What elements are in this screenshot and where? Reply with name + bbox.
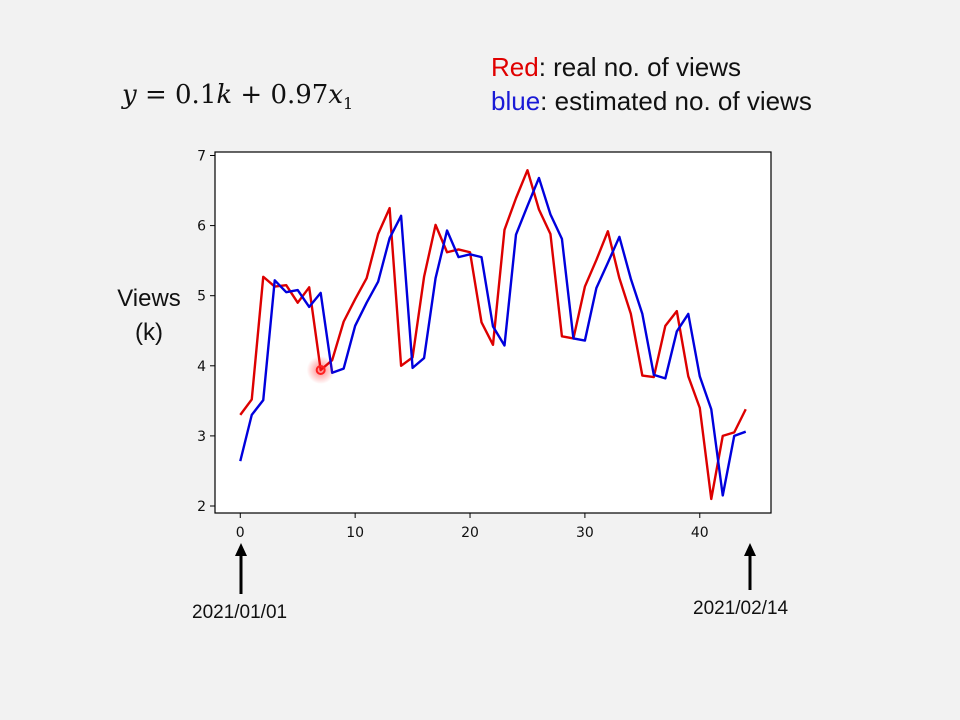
legend-estimated: blue: estimated no. of views bbox=[491, 84, 812, 118]
formula-plus: + 0.97 bbox=[232, 80, 329, 110]
y-tick-label: 4 bbox=[197, 359, 206, 375]
x-tick-label: 10 bbox=[346, 525, 364, 541]
x-tick-label: 40 bbox=[691, 525, 709, 541]
formula: y = 0.1k + 0.97x1 bbox=[122, 80, 353, 113]
axes: 0 10 20 30 40 2 3 4 5 6 7 bbox=[197, 149, 772, 541]
highlight-glow bbox=[306, 356, 335, 385]
formula-k: k bbox=[216, 80, 233, 110]
x-tick-label: 0 bbox=[236, 525, 245, 541]
legend-real-word: Red bbox=[491, 52, 539, 82]
x-tick-label: 30 bbox=[576, 525, 594, 541]
start-date-label: 2021/01/01 bbox=[192, 602, 288, 623]
legend-note: Red: real no. of views blue: estimated n… bbox=[491, 50, 812, 118]
legend-estimated-text: : estimated no. of views bbox=[540, 86, 812, 116]
y-axis-label-line1: Views bbox=[117, 285, 181, 312]
y-axis-label: Views (k) bbox=[104, 282, 194, 350]
legend-real-text: : real no. of views bbox=[538, 52, 742, 82]
y-tick-label: 2 bbox=[197, 499, 206, 515]
legend-real: Red: real no. of views bbox=[491, 50, 812, 84]
formula-subscript: 1 bbox=[343, 94, 354, 114]
x-tick-label: 20 bbox=[461, 525, 479, 541]
y-tick-label: 7 bbox=[197, 149, 206, 165]
series-line-estimated bbox=[239, 176, 747, 497]
series-group bbox=[239, 169, 747, 501]
y-tick-label: 6 bbox=[197, 219, 206, 235]
formula-eq: = 0.1 bbox=[136, 80, 217, 110]
y-axis-label-line2: (k) bbox=[135, 319, 163, 346]
y-tick-label: 3 bbox=[197, 429, 206, 445]
formula-y: y bbox=[122, 80, 137, 110]
y-tick-label: 5 bbox=[197, 289, 206, 305]
formula-x: x bbox=[328, 80, 344, 110]
start-arrow-head bbox=[235, 543, 247, 556]
plot-area bbox=[214, 151, 772, 514]
end-arrow-head bbox=[744, 543, 756, 556]
end-date-label: 2021/02/14 bbox=[693, 598, 789, 619]
legend-estimated-word: blue bbox=[491, 86, 541, 116]
annotations bbox=[235, 543, 756, 594]
highlight-point bbox=[315, 365, 326, 376]
